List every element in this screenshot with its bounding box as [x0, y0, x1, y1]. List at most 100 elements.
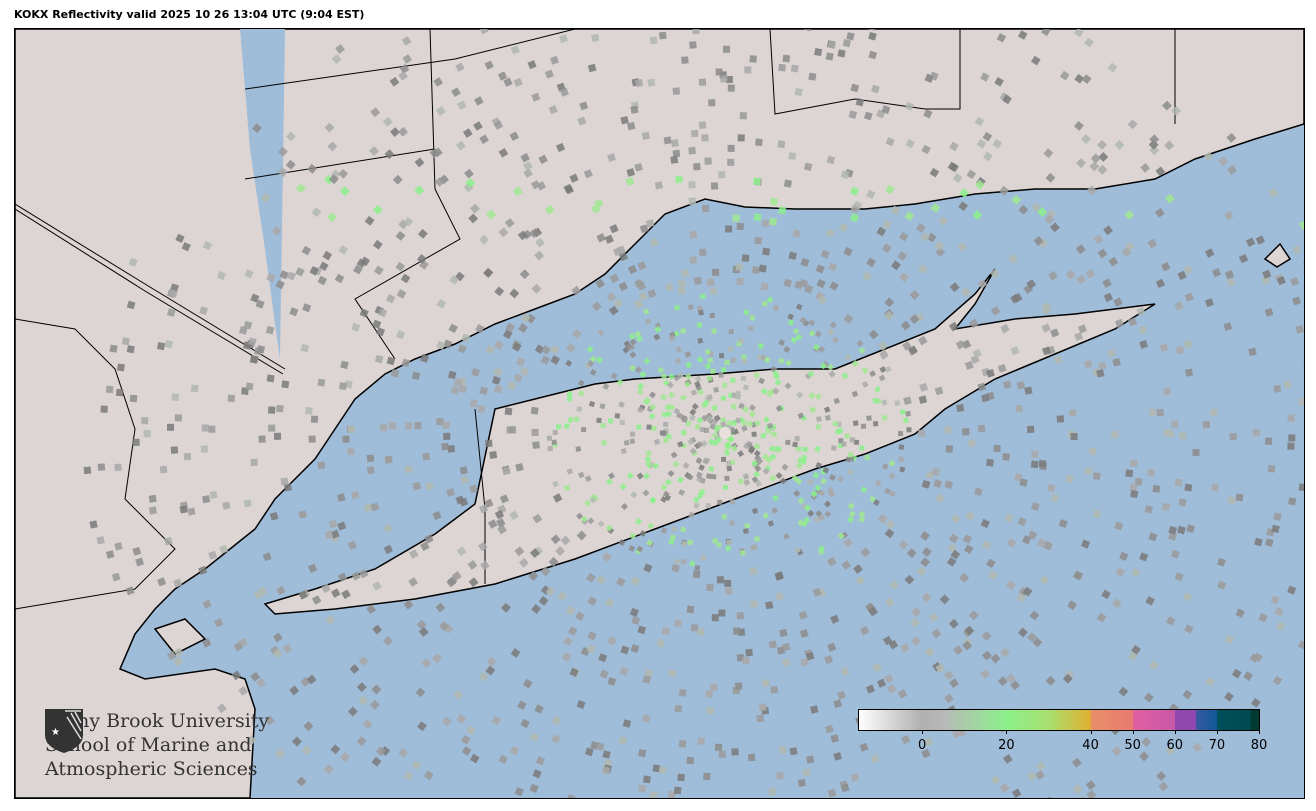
echo-pixel: [1107, 62, 1118, 73]
echo-pixel: [339, 186, 350, 197]
echo-pixel: [201, 424, 209, 432]
radar-map[interactable]: ★ Stony Brook University School of Marin…: [14, 28, 1305, 799]
echo-pixel: [1036, 538, 1047, 548]
echo-pixel: [276, 585, 286, 596]
echo-pixel: [441, 442, 449, 451]
echo-pixel: [1130, 489, 1139, 499]
echo-pixel: [279, 270, 289, 280]
echo-pixel: [374, 354, 384, 364]
echo-pixel: [1037, 207, 1048, 218]
echo-pixel: [952, 173, 963, 184]
echo-pixel: [702, 399, 710, 407]
echo-pixel: [744, 522, 751, 529]
echo-pixel: [909, 314, 920, 324]
echo-pixel: [1165, 193, 1175, 204]
echo-pixel: [285, 159, 296, 170]
echo-pixel: [111, 572, 121, 582]
echo-pixel: [1026, 279, 1037, 289]
echo-pixel: [775, 445, 782, 453]
echo-pixel: [705, 690, 713, 698]
echo-pixel: [1231, 668, 1242, 679]
echo-pixel: [871, 84, 880, 94]
echo-pixel: [725, 545, 731, 551]
echo-pixel: [469, 484, 478, 494]
echo-pixel: [680, 558, 687, 565]
echo-pixel: [266, 374, 275, 383]
echo-pixel: [1047, 483, 1056, 493]
echo-pixel: [173, 647, 184, 658]
echo-pixel: [597, 520, 605, 528]
echo-pixel: [447, 445, 456, 453]
echo-pixel: [815, 423, 821, 430]
echo-pixel: [551, 734, 561, 744]
echo-pixel: [499, 494, 509, 504]
echo-pixel: [820, 477, 828, 485]
echo-pixel: [609, 273, 620, 284]
echo-pixel: [746, 440, 753, 448]
echo-pixel: [740, 375, 747, 382]
echo-pixel: [404, 465, 413, 474]
echo-pixel: [1273, 512, 1282, 521]
echo-pixel: [587, 596, 598, 606]
echo-pixel: [559, 87, 569, 97]
echo-pixel: [775, 404, 783, 412]
echo-pixel: [652, 462, 660, 470]
echo-pixel: [778, 745, 787, 754]
echo-pixel: [601, 440, 607, 446]
echo-pixel: [859, 742, 869, 752]
echo-pixel: [518, 557, 529, 568]
echo-pixel: [968, 610, 979, 621]
echo-pixel: [1287, 442, 1295, 450]
echo-pixel: [965, 511, 975, 521]
echo-pixel: [589, 496, 597, 504]
echo-pixel: [899, 466, 906, 473]
echo-pixel: [1084, 467, 1093, 476]
echo-pixel: [498, 754, 508, 764]
echo-pixel: [677, 476, 685, 484]
echo-pixel: [742, 384, 750, 391]
echo-pixel: [748, 445, 756, 453]
echo-pixel: [669, 534, 677, 541]
echo-pixel: [820, 249, 830, 259]
echo-pixel: [901, 341, 912, 351]
echo-pixel: [827, 328, 835, 336]
echo-pixel: [688, 511, 695, 519]
echo-pixel: [584, 475, 592, 483]
echo-pixel: [531, 92, 541, 102]
echo-pixel: [565, 605, 576, 616]
echo-pixel: [1171, 420, 1179, 428]
echo-pixel: [510, 648, 521, 658]
echo-pixel: [1014, 473, 1023, 482]
echo-pixel: [489, 450, 498, 459]
echo-pixel: [846, 32, 855, 41]
echo-pixel: [641, 131, 651, 140]
echo-pixel: [743, 309, 750, 316]
echo-pixel: [739, 112, 747, 120]
echo-pixel: [432, 511, 442, 521]
echo-pixel: [527, 60, 537, 70]
echo-pixel: [869, 370, 876, 378]
echo-pixel: [754, 535, 761, 542]
echo-pixel: [962, 534, 973, 544]
echo-pixel: [494, 340, 504, 350]
echo-pixel: [1182, 592, 1193, 602]
echo-pixel: [696, 416, 704, 424]
echo-pixel: [1071, 757, 1082, 768]
echo-pixel: [1152, 484, 1161, 493]
echo-pixel: [630, 576, 640, 586]
echo-pixel: [879, 366, 887, 373]
echo-pixel: [296, 776, 307, 787]
echo-pixel: [736, 277, 744, 286]
echo-pixel: [359, 308, 369, 318]
echo-pixel: [479, 560, 490, 571]
echo-pixel: [679, 327, 687, 335]
echo-pixel: [723, 45, 730, 53]
echo-pixel: [1184, 483, 1193, 492]
echo-pixel: [818, 345, 826, 353]
echo-pixel: [276, 404, 284, 413]
echo-pixel: [1127, 119, 1138, 130]
echo-pixel: [944, 480, 954, 489]
colorbar-tickmark: [1216, 730, 1218, 734]
echo-pixel: [851, 359, 859, 367]
echo-pixel: [520, 718, 530, 729]
